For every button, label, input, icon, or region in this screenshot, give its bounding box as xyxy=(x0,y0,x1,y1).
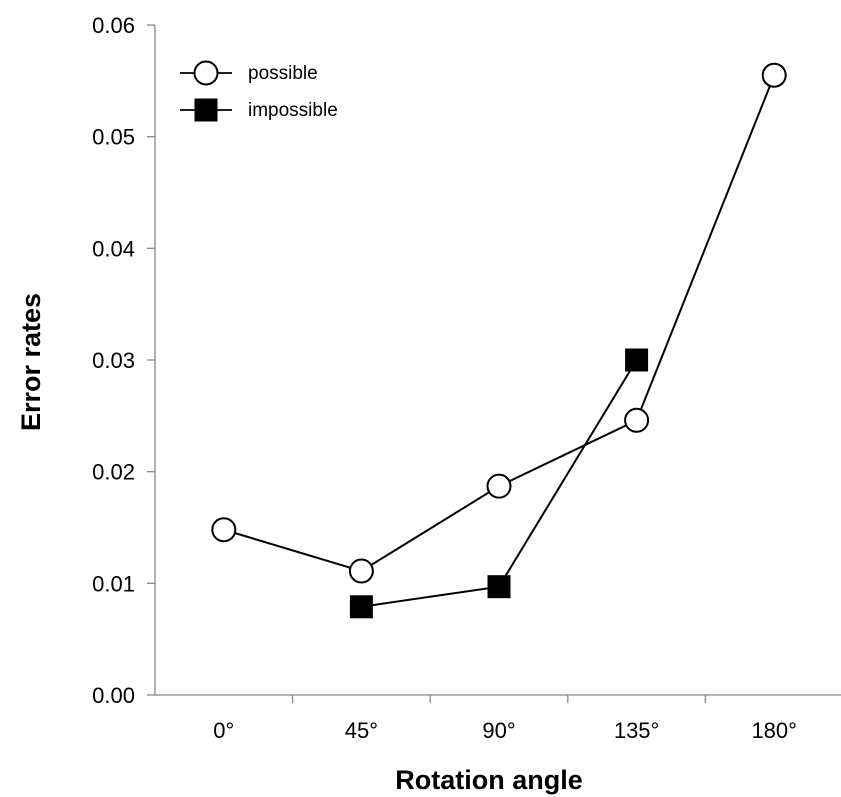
x-tick-label: 0° xyxy=(213,718,234,743)
y-tick-label: 0.05 xyxy=(92,125,135,150)
y-axis-ticks: 0.00 0.01 0.02 0.03 0.04 0.05 0.06 xyxy=(92,13,155,708)
x-axis-title: Rotation angle xyxy=(395,765,583,795)
x-axis-ticks: 0° 45° 90° 135° 180° xyxy=(213,695,797,743)
series-lines xyxy=(223,74,776,608)
series-markers xyxy=(211,62,787,619)
data-point-possible xyxy=(211,517,237,543)
y-tick-label: 0.03 xyxy=(92,348,135,373)
data-point-impossible xyxy=(625,348,649,372)
x-tick-label: 45° xyxy=(345,718,378,743)
legend-label: possible xyxy=(248,63,318,84)
legend-marker xyxy=(193,60,219,86)
x-tick-label: 135° xyxy=(614,718,660,743)
y-tick-label: 0.04 xyxy=(92,236,135,261)
y-tick-label: 0.02 xyxy=(92,460,135,485)
x-tick-label: 180° xyxy=(751,718,797,743)
y-tick-label: 0.00 xyxy=(92,683,135,708)
y-tick-label: 0.01 xyxy=(92,571,135,596)
data-point-possible xyxy=(348,558,374,584)
y-axis-title: Error rates xyxy=(16,293,46,431)
data-point-possible xyxy=(761,62,787,88)
data-point-impossible xyxy=(487,575,511,599)
legend-label: impossible xyxy=(248,100,338,121)
x-tick-label: 90° xyxy=(482,718,515,743)
y-tick-label: 0.06 xyxy=(92,13,135,38)
legend-marker xyxy=(194,98,218,122)
data-point-impossible xyxy=(349,595,373,619)
legend: possible impossible xyxy=(180,60,338,122)
data-point-possible xyxy=(624,407,650,433)
data-point-possible xyxy=(486,473,512,499)
